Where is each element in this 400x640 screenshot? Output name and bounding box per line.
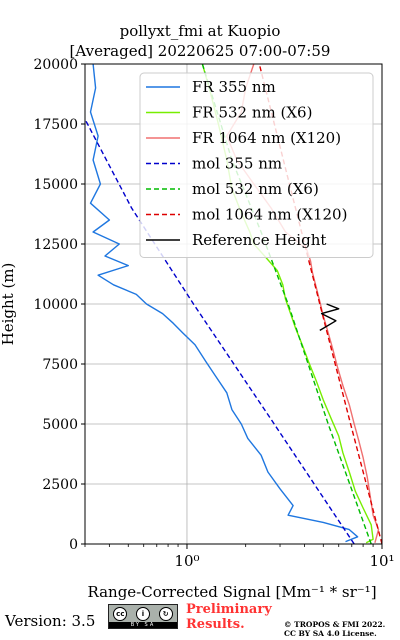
- preliminary-line-1: Preliminary: [186, 602, 272, 617]
- copyright-line-1: © TROPOS & FMI 2022.: [284, 620, 386, 629]
- axes: 0 2500 5000 7500 10000 12500 15000 17500 20000 10…: [33, 57, 394, 570]
- chart-subtitle: [Averaged] 20220625 07:00-07:59: [69, 42, 331, 60]
- legend-label: FR 1064 nm (X120): [192, 129, 341, 147]
- cc-icon: cc: [113, 606, 128, 621]
- copyright-notice: © TROPOS & FMI 2022. CC BY SA 4.0 Licens…: [284, 620, 385, 638]
- x-tick-label: 10¹: [369, 552, 394, 570]
- legend-label: FR 355 nm: [192, 78, 276, 96]
- y-tick-label: 2500: [42, 477, 78, 493]
- y-tick-label: 17500: [33, 117, 78, 133]
- y-axis-label: Height (m): [0, 263, 17, 346]
- chart-title: pollyxt_fmi at Kuopio: [119, 22, 281, 40]
- preliminary-line-2: Results.: [186, 617, 245, 632]
- y-tick-label: 0: [69, 537, 78, 553]
- legend: FR 355 nm FR 532 nm (X6) FR 1064 nm (X120)…: [139, 72, 374, 258]
- legend-label: mol 532 nm (X6): [192, 180, 319, 198]
- legend-label: mol 355 nm: [192, 155, 282, 173]
- legend-box: [139, 72, 374, 258]
- cc-badge-text: BY SA: [109, 622, 177, 628]
- legend-label: Reference Height: [192, 231, 326, 249]
- cc-license-badge[interactable]: cc i ↻ BY SA: [108, 604, 178, 629]
- series-line-reference-height: [319, 303, 340, 332]
- y-tick-label: 20000: [33, 57, 78, 73]
- y-tick-label: 15000: [33, 177, 78, 193]
- y-tick-label: 10000: [33, 297, 78, 313]
- series-line-mol-355-nm: [85, 118, 355, 544]
- legend-label: mol 1064 nm (X120): [192, 206, 347, 224]
- y-tick-label: 5000: [42, 417, 78, 433]
- version-label: Version: 3.5: [5, 612, 96, 630]
- series-line-fr-355-nm: [89, 64, 359, 543]
- sa-icon: ↻: [158, 606, 173, 621]
- by-icon: i: [135, 606, 150, 621]
- copyright-line-2: CC BY SA 4.0 License.: [284, 629, 377, 638]
- preliminary-notice: Preliminary Results.: [186, 602, 272, 632]
- legend-label: FR 532 nm (X6): [192, 104, 312, 122]
- x-tick-label: 10⁰: [174, 552, 199, 570]
- x-axis-label: Range-Corrected Signal [Mm⁻¹ * sr⁻¹]: [87, 583, 376, 601]
- y-tick-label: 12500: [33, 237, 78, 253]
- y-tick-label: 7500: [42, 357, 78, 373]
